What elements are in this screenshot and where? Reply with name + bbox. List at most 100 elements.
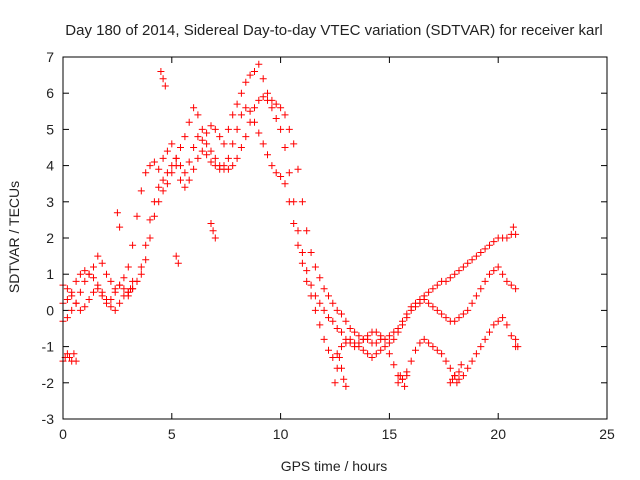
data-point — [124, 263, 132, 271]
data-point — [298, 249, 306, 256]
y-tick-label: 6 — [46, 85, 54, 101]
data-point — [181, 183, 189, 191]
data-point — [237, 89, 245, 97]
data-point — [142, 256, 150, 264]
data-point — [211, 162, 219, 170]
data-point — [425, 299, 433, 307]
data-point — [198, 147, 206, 155]
data-point — [237, 144, 245, 151]
data-point — [390, 361, 398, 369]
data-point — [311, 306, 319, 314]
data-point — [229, 162, 237, 170]
data-point — [329, 354, 337, 361]
data-point — [377, 332, 385, 340]
data-point — [416, 299, 424, 307]
data-point — [268, 104, 276, 112]
data-point — [290, 140, 298, 148]
data-point — [364, 332, 372, 340]
data-point — [457, 361, 465, 369]
data-point — [298, 198, 306, 206]
data-point — [94, 252, 102, 260]
x-tick-label: 15 — [382, 426, 398, 442]
data-point — [111, 306, 119, 314]
data-point — [172, 154, 180, 162]
data-point — [459, 263, 467, 271]
data-point — [272, 115, 280, 122]
data-point — [246, 107, 254, 115]
data-point — [399, 321, 406, 329]
data-point — [203, 140, 211, 148]
data-point — [285, 169, 293, 177]
data-point — [503, 234, 511, 242]
data-point — [346, 325, 354, 332]
data-point — [120, 285, 128, 293]
data-point — [407, 306, 415, 314]
series-track-c — [59, 104, 520, 383]
data-point — [355, 332, 363, 340]
x-tick-label: 10 — [273, 426, 289, 442]
data-point — [181, 133, 189, 141]
data-point — [246, 71, 254, 79]
data-point — [259, 75, 267, 83]
data-point — [499, 270, 507, 278]
data-point — [420, 296, 428, 303]
data-point — [116, 299, 124, 307]
data-point — [403, 314, 411, 322]
data-point — [194, 111, 202, 119]
data-point — [120, 274, 128, 282]
data-point — [481, 277, 489, 285]
data-point — [359, 335, 367, 343]
data-point — [159, 187, 167, 195]
data-point — [90, 263, 97, 271]
data-point — [137, 263, 145, 271]
data-point — [177, 176, 184, 184]
data-point — [429, 343, 437, 351]
data-point — [251, 68, 258, 75]
series-segments — [59, 68, 522, 390]
data-point — [233, 125, 241, 133]
data-point — [294, 227, 302, 235]
data-point — [107, 303, 115, 311]
data-point — [390, 335, 398, 343]
data-point — [68, 292, 76, 300]
data-point — [412, 346, 419, 354]
data-point — [255, 60, 263, 68]
data-point — [150, 158, 158, 166]
data-point — [211, 234, 219, 242]
data-point — [155, 183, 163, 191]
data-point — [512, 230, 520, 238]
data-point — [85, 270, 93, 278]
data-point — [438, 310, 446, 318]
data-point — [194, 133, 202, 141]
data-point — [507, 281, 515, 289]
data-point — [512, 335, 520, 343]
data-point — [377, 346, 385, 354]
data-point — [442, 277, 450, 285]
data-point — [333, 325, 341, 332]
data-point — [127, 285, 134, 293]
data-point — [198, 125, 206, 133]
data-point — [146, 162, 154, 170]
data-point — [455, 368, 463, 376]
data-point — [340, 375, 348, 383]
data-point — [220, 140, 228, 148]
data-point — [372, 328, 380, 336]
data-point — [333, 306, 341, 314]
data-point — [407, 357, 415, 365]
data-point — [320, 285, 328, 293]
data-point — [490, 238, 498, 246]
data-point — [372, 350, 380, 358]
data-point — [325, 346, 332, 354]
data-point — [70, 350, 78, 358]
data-point — [113, 209, 121, 217]
data-point — [481, 245, 489, 253]
data-point — [294, 241, 302, 249]
data-point — [490, 267, 498, 275]
data-point — [325, 314, 332, 322]
data-point — [211, 154, 219, 162]
data-point — [464, 364, 472, 372]
data-point — [446, 379, 454, 387]
data-point — [224, 125, 232, 133]
data-point — [216, 133, 224, 141]
data-point — [90, 274, 97, 282]
